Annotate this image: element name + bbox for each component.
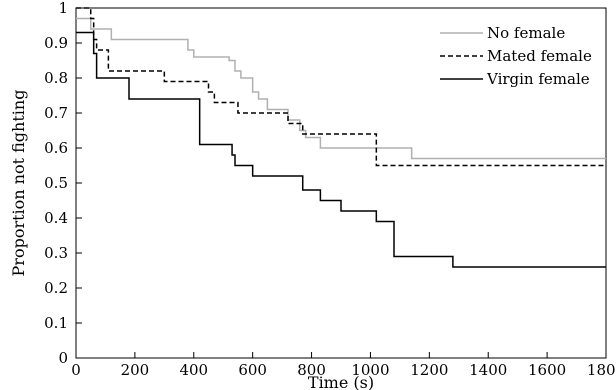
x-tick-label: 1800 <box>587 361 616 379</box>
x-tick-label: 200 <box>121 361 150 379</box>
x-tick-label: 1200 <box>410 361 448 379</box>
y-tick-label: 0.7 <box>44 104 68 122</box>
series-layer <box>76 7 606 268</box>
x-axis-ticks: 0 200 400 600 800 1000 1200 1400 1600 1800 <box>71 352 616 379</box>
legend: No female Mated female Virgin female <box>440 24 592 88</box>
series-line-virgin-female <box>76 31 606 268</box>
y-tick-label: 1 <box>58 0 68 17</box>
x-tick-label: 0 <box>71 361 81 379</box>
legend-label: Virgin female <box>486 70 590 88</box>
y-tick-label: 0.1 <box>44 314 68 332</box>
y-tick-label: 0.5 <box>44 174 68 192</box>
y-axis-title: Proportion not fighting <box>9 90 28 277</box>
x-tick-label: 400 <box>179 361 208 379</box>
y-tick-label: 0.6 <box>44 139 68 157</box>
y-tick-label: 0.8 <box>44 69 68 87</box>
x-tick-label: 1600 <box>528 361 566 379</box>
series-line-no-female <box>76 17 606 160</box>
x-axis-title: Time (s) <box>308 373 374 390</box>
legend-label: No female <box>487 24 565 42</box>
y-tick-label: 0.4 <box>44 209 68 227</box>
legend-label: Mated female <box>487 47 592 65</box>
y-axis-ticks: 0 0.1 0.2 0.3 0.4 0.5 0.6 0.7 0.8 0.9 1 <box>44 0 82 367</box>
x-tick-label: 800 <box>297 361 326 379</box>
y-tick-label: 0.9 <box>44 34 68 52</box>
x-tick-label: 1000 <box>351 361 389 379</box>
y-tick-label: 0 <box>58 349 68 367</box>
x-tick-label: 1400 <box>469 361 507 379</box>
y-tick-label: 0.3 <box>44 244 68 262</box>
x-tick-label: 600 <box>238 361 267 379</box>
y-tick-label: 0.2 <box>44 279 68 297</box>
